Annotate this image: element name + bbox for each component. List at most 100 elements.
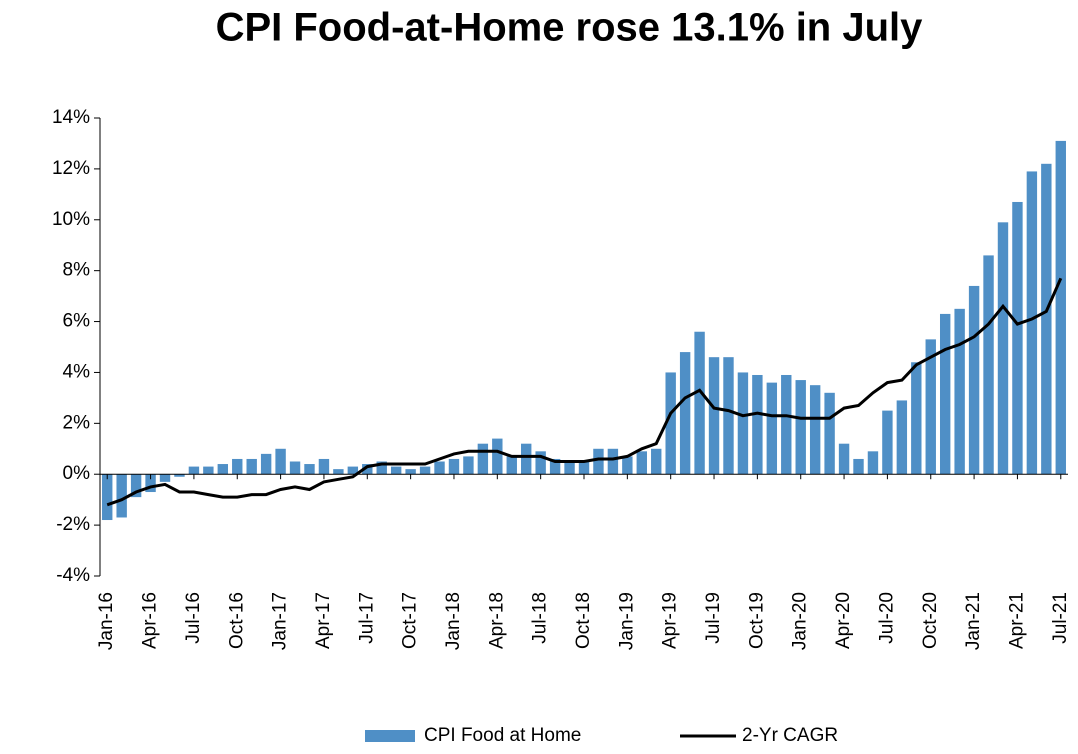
- bar: [809, 385, 821, 475]
- x-tick-label: Jan-16: [96, 592, 117, 650]
- bar: [911, 362, 922, 475]
- line: [106, 277, 1063, 507]
- bar: [102, 474, 113, 521]
- bar: [448, 458, 460, 475]
- bar: [708, 357, 720, 475]
- bar: [607, 448, 619, 475]
- x-tick-label: Apr-21: [1006, 592, 1027, 649]
- bar: [781, 374, 792, 475]
- x-tick-label: Jan-17: [270, 592, 291, 650]
- bar: [434, 461, 445, 475]
- bar: [665, 372, 676, 475]
- chart-title: CPI Food-at-Home rose 13.1% in July: [216, 6, 924, 50]
- x-tick-label: Jan-18: [443, 592, 464, 650]
- bar: [347, 466, 359, 475]
- bar: [304, 464, 315, 475]
- bar: [405, 469, 416, 475]
- bar: [752, 374, 763, 475]
- bar: [463, 456, 474, 475]
- bar: [246, 458, 257, 475]
- legend-label: CPI Food at Home: [424, 725, 581, 746]
- bar: [766, 382, 778, 475]
- bar: [925, 339, 936, 475]
- bar: [159, 474, 171, 482]
- bar: [362, 464, 373, 475]
- bar: [939, 313, 951, 475]
- bar: [694, 331, 705, 475]
- x-tick-label: Apr-20: [833, 592, 854, 649]
- bar: [275, 448, 286, 475]
- x-tick-label: Apr-18: [486, 592, 507, 649]
- x-tick-label: Apr-16: [140, 592, 161, 649]
- x-tick-label: Jan-19: [616, 592, 637, 650]
- bar: [477, 443, 489, 475]
- bar: [578, 461, 590, 475]
- x-tick-label: Jan-20: [790, 592, 811, 650]
- bar: [145, 474, 156, 493]
- y-tick-label: 14%: [52, 107, 90, 128]
- bar: [651, 448, 662, 475]
- bar: [983, 255, 994, 475]
- bar: [838, 443, 850, 475]
- bar: [333, 469, 344, 475]
- bar: [506, 456, 517, 475]
- bar: [535, 451, 546, 475]
- legend-label: 2-Yr CAGR: [742, 725, 838, 746]
- bar: [1041, 163, 1052, 475]
- y-tick-label: 6%: [63, 311, 91, 332]
- x-tick-label: Apr-17: [313, 592, 334, 649]
- bar: [564, 461, 575, 475]
- bar: [549, 458, 561, 475]
- bar: [1055, 140, 1066, 475]
- legend-swatch: [365, 730, 415, 742]
- bar: [824, 392, 835, 475]
- x-tick-label: Jul-18: [530, 592, 551, 644]
- bar: [593, 448, 604, 475]
- y-tick-label: 12%: [52, 158, 90, 179]
- y-tick-label: 8%: [63, 260, 91, 281]
- bar: [997, 222, 1009, 475]
- bar: [882, 410, 893, 475]
- y-tick-label: 10%: [52, 209, 90, 230]
- x-tick-label: Oct-16: [226, 592, 247, 649]
- y-tick-label: -4%: [56, 565, 90, 586]
- bar: [795, 380, 806, 475]
- bar: [968, 285, 980, 475]
- x-tick-label: Jul-19: [703, 592, 724, 644]
- bar: [867, 451, 879, 475]
- bar: [1026, 171, 1038, 475]
- bar: [116, 474, 127, 518]
- bar: [1012, 201, 1023, 475]
- bar: [232, 458, 243, 475]
- x-tick-label: Oct-19: [746, 592, 767, 649]
- x-tick-label: Oct-18: [573, 592, 594, 649]
- bar: [853, 458, 864, 475]
- bar: [492, 438, 503, 475]
- bar: [318, 458, 330, 475]
- bar: [217, 464, 229, 475]
- y-tick-label: 0%: [63, 463, 91, 484]
- bar: [419, 466, 431, 475]
- x-tick-label: Jul-21: [1050, 592, 1071, 644]
- y-tick-label: -2%: [56, 514, 90, 535]
- bar: [260, 453, 272, 475]
- y-tick-label: 2%: [63, 412, 91, 433]
- bar: [723, 357, 734, 475]
- x-tick-label: Oct-20: [920, 592, 941, 649]
- bar: [521, 443, 532, 475]
- x-tick-label: Jul-20: [876, 592, 897, 644]
- bar: [622, 456, 633, 475]
- x-tick-label: Oct-17: [400, 592, 421, 649]
- bar: [376, 461, 387, 475]
- bar: [130, 474, 142, 498]
- y-tick-label: 4%: [63, 361, 91, 382]
- bar: [737, 372, 749, 475]
- bar: [954, 308, 965, 475]
- x-tick-label: Apr-19: [660, 592, 681, 649]
- bar: [636, 451, 647, 475]
- x-tick-label: Jan-21: [963, 592, 984, 650]
- bar: [174, 474, 185, 477]
- bar: [390, 466, 402, 475]
